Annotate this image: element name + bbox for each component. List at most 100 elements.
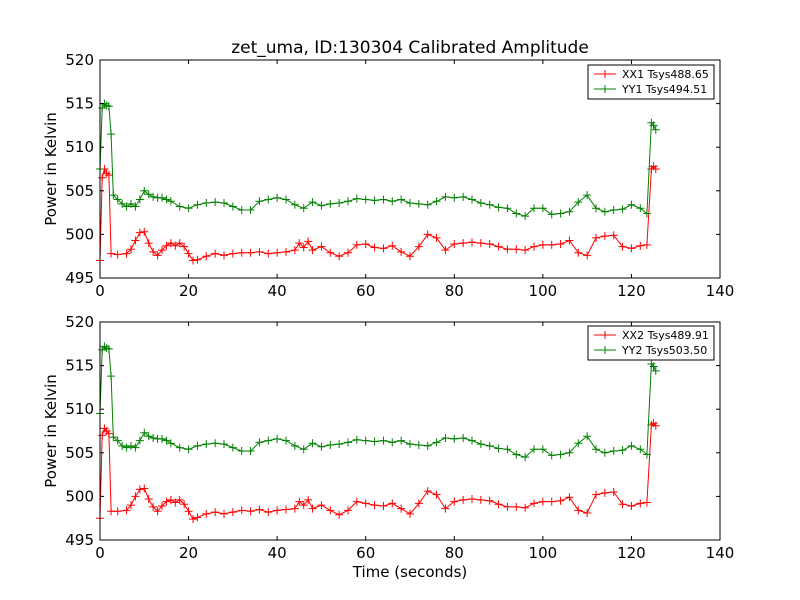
data-point-marker <box>211 508 220 517</box>
data-point-marker <box>592 233 600 242</box>
data-point-marker <box>406 199 414 208</box>
data-point-marker <box>131 202 140 211</box>
data-point-marker <box>530 445 538 454</box>
data-point-marker <box>122 202 131 211</box>
data-point-marker <box>158 246 166 255</box>
data-point-marker <box>512 450 521 459</box>
data-point-marker <box>158 501 166 510</box>
data-point-marker <box>636 204 645 213</box>
data-point-marker <box>361 499 370 508</box>
data-point-marker <box>521 453 530 462</box>
data-point-marker <box>113 250 122 259</box>
y-tick-label: 500 <box>65 225 94 243</box>
y-tick-label: 505 <box>65 444 94 462</box>
data-point-marker <box>468 238 476 247</box>
data-point-marker <box>184 204 193 213</box>
data-point-marker <box>538 240 547 249</box>
data-point-marker <box>636 499 645 508</box>
chart-title: zet_uma, ID:130304 Calibrated Amplitude <box>231 38 589 58</box>
data-point-marker <box>450 434 459 443</box>
data-point-marker <box>565 448 574 457</box>
data-point-marker <box>494 203 503 212</box>
data-point-marker <box>600 207 609 216</box>
data-point-marker <box>220 199 228 208</box>
data-point-marker <box>290 200 299 209</box>
data-point-marker <box>459 239 468 248</box>
data-point-marker <box>609 447 618 456</box>
series-yy-top <box>96 99 660 221</box>
data-point-marker <box>494 444 503 453</box>
legend-box <box>587 64 715 100</box>
data-point-marker <box>107 372 116 381</box>
data-point-marker <box>149 247 158 256</box>
data-point-marker <box>255 247 264 256</box>
data-point-marker <box>184 249 193 258</box>
y-tick-label: 515 <box>65 95 94 113</box>
axes-frame <box>99 321 721 541</box>
data-point-marker <box>388 241 397 250</box>
data-point-marker <box>556 239 565 248</box>
x-tick-label: 80 <box>445 282 464 300</box>
x-tick-label: 60 <box>356 544 375 562</box>
series-xx-top <box>96 162 660 265</box>
data-point-marker <box>627 441 636 450</box>
data-point-marker <box>406 440 414 449</box>
data-point-marker <box>162 241 171 250</box>
data-point-marker <box>642 450 651 459</box>
data-point-marker <box>344 506 352 515</box>
data-point-marker <box>397 195 406 204</box>
data-point-marker <box>220 509 228 518</box>
data-point-marker <box>237 447 246 456</box>
data-point-marker <box>109 191 118 200</box>
data-point-marker <box>485 441 494 450</box>
data-point-marker <box>317 501 326 510</box>
data-point-marker <box>352 194 361 203</box>
x-tick-label: 40 <box>268 282 287 300</box>
data-point-marker <box>273 434 282 443</box>
data-point-marker <box>282 436 290 445</box>
data-point-marker <box>521 246 530 255</box>
data-point-marker <box>264 195 273 204</box>
data-point-marker <box>352 435 361 444</box>
x-tick-label: 0 <box>95 544 105 562</box>
data-point-marker <box>583 508 592 517</box>
data-point-marker <box>317 242 326 251</box>
data-point-marker <box>370 437 379 446</box>
data-point-marker <box>432 197 441 206</box>
data-point-marker <box>432 438 441 447</box>
data-point-marker <box>171 498 180 507</box>
data-point-marker <box>379 436 388 445</box>
data-point-marker <box>144 495 153 504</box>
data-point-marker <box>468 495 476 504</box>
data-point-marker <box>189 515 197 524</box>
top-panel: 0 20 40 60 80 100 120 140 495 500 505 510 515 520 Powe… <box>42 51 734 300</box>
data-point-marker <box>326 248 335 257</box>
data-point-marker <box>592 445 600 454</box>
data-point-marker <box>237 205 246 214</box>
data-point-marker <box>459 433 468 442</box>
x-tick-label: 60 <box>356 282 375 300</box>
data-point-marker <box>556 450 565 459</box>
data-point-marker <box>104 429 113 438</box>
data-point-marker <box>202 252 211 261</box>
data-point-marker <box>344 248 352 257</box>
data-point-marker <box>211 439 220 448</box>
data-point-marker <box>618 205 627 214</box>
data-point-marker <box>135 195 144 204</box>
legend-box <box>587 325 715 361</box>
data-point-marker <box>423 230 432 239</box>
bottom-panel: 0 20 40 60 80 100 120 140 495 500 505 510 515 520 Powe… <box>42 313 734 562</box>
data-point-marker <box>162 195 171 204</box>
data-point-marker <box>135 436 144 445</box>
data-point-marker <box>379 501 388 510</box>
data-point-marker <box>397 436 406 445</box>
data-point-marker <box>423 200 432 209</box>
data-point-marker <box>441 433 450 442</box>
data-point-marker <box>642 209 651 218</box>
data-point-marker <box>202 509 211 518</box>
legend-marker <box>601 70 609 78</box>
data-point-marker <box>574 248 583 257</box>
data-point-marker <box>273 506 282 515</box>
data-point-marker <box>503 245 512 254</box>
